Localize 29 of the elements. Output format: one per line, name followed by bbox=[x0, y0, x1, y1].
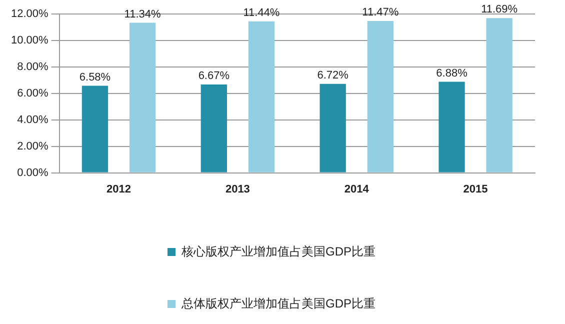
y-tick-label: 6.00% bbox=[17, 87, 49, 100]
x-tick-label: 2013 bbox=[225, 183, 250, 196]
y-tick-label: 0.00% bbox=[17, 166, 49, 179]
data-label: 6.58% bbox=[79, 71, 111, 84]
x-tick-label: 2015 bbox=[463, 183, 488, 196]
y-tick-label: 2.00% bbox=[17, 140, 49, 152]
y-tick-label: 12.00% bbox=[10, 8, 49, 20]
bar bbox=[320, 84, 346, 172]
x-tick-label: 2012 bbox=[106, 183, 132, 196]
data-label: 11.34% bbox=[124, 8, 162, 20]
bar bbox=[438, 82, 465, 172]
data-label: 11.47% bbox=[362, 6, 399, 19]
bar bbox=[129, 22, 156, 172]
data-label: 11.44% bbox=[243, 6, 280, 19]
bar bbox=[367, 21, 394, 172]
x-tick-label: 2014 bbox=[344, 183, 370, 196]
bar bbox=[248, 21, 275, 172]
legend-label: 总体版权产业增加值占美国GDP比重 bbox=[180, 296, 376, 310]
y-tick-label: 4.00% bbox=[17, 114, 49, 126]
bar bbox=[200, 84, 227, 172]
data-label: 6.72% bbox=[317, 69, 349, 82]
bar bbox=[486, 18, 512, 172]
data-label: 6.88% bbox=[436, 67, 468, 80]
data-label: 11.69% bbox=[481, 4, 518, 16]
y-tick-label: 8.00% bbox=[17, 60, 49, 73]
bar bbox=[82, 86, 108, 172]
data-label: 6.67% bbox=[198, 70, 230, 82]
legend-label: 核心版权产业增加值占美国GDP比重 bbox=[180, 244, 376, 258]
y-tick-label: 10.00% bbox=[10, 34, 49, 46]
